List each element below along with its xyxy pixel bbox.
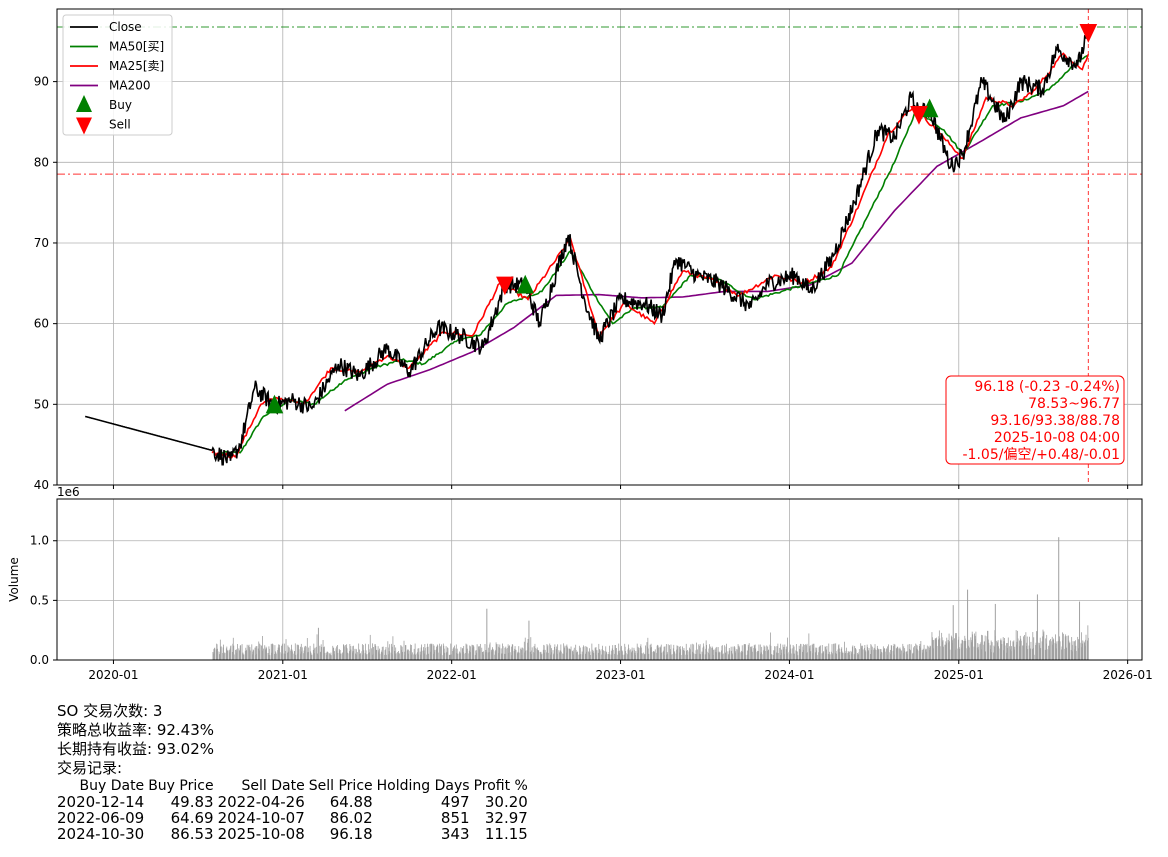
records-title: 交易记录:	[57, 759, 123, 777]
buy-marker	[516, 274, 535, 294]
cell-sell-date: 2025-10-08	[217, 825, 305, 843]
cell-buy-date: 2024-10-30	[57, 825, 145, 843]
info-line: 78.53~96.77	[1028, 396, 1120, 412]
trade-records-table: Buy Date Buy Price Sell Date Sell Price …	[57, 778, 532, 842]
price-ytick-label: 70	[34, 236, 49, 250]
volume-xtick-label: 2021-01	[258, 668, 308, 682]
cell-sell-price: 86.02	[329, 809, 373, 827]
cell-profit: 30.20	[484, 793, 528, 811]
legend-buy-icon	[76, 95, 92, 112]
volume-xtick-label: 2026-01	[1103, 668, 1153, 682]
cell-buy-date: 2020-12-14	[57, 793, 145, 811]
legend-label: Sell	[109, 118, 131, 132]
volume-xtick-label: 2025-01	[934, 668, 984, 682]
price-ytick-label: 90	[34, 75, 49, 89]
close-line	[84, 25, 1090, 466]
legend: Close MA50[买] MA25[卖] MA200 Buy Sell	[62, 14, 173, 136]
table-row: 2020-12-14 49.83 2022-04-26 64.88 497 30…	[57, 794, 532, 810]
legend-label: MA25[卖]	[109, 59, 164, 73]
legend-label: Buy	[109, 98, 132, 112]
cell-sell-price: 64.88	[329, 793, 373, 811]
volume-xtick-label: 2020-01	[88, 668, 138, 682]
legend-box	[62, 14, 173, 136]
legend-label: Close	[109, 20, 142, 34]
table-row: 2024-10-30 86.53 2025-10-08 96.18 343 11…	[57, 826, 532, 842]
info-line: 93.16/93.38/88.78	[990, 413, 1120, 429]
cell-buy-price: 49.83	[170, 793, 214, 811]
cell-profit: 32.97	[484, 809, 528, 827]
table-header-row: Buy Date Buy Price Sell Date Sell Price …	[57, 778, 532, 794]
volume-axes: 0.0 0.5 1.0 2020-01 2021-01 2022-01 2023-01 202…	[7, 485, 1153, 682]
price-ytick-label: 50	[34, 397, 49, 411]
total-return: 策略总收益率: 92.43%	[57, 721, 215, 739]
volume-ytick-label: 0.0	[30, 653, 49, 667]
volume-xtick-label: 2022-01	[427, 668, 477, 682]
header-sell-date: Sell Date	[241, 778, 305, 794]
legend-sell-icon	[76, 117, 92, 135]
strategy-stats: SO 交易次数: 3 策略总收益率: 92.43% 长期持有收益: 93.02%…	[57, 702, 657, 842]
sell-marker	[1079, 24, 1098, 43]
cell-sell-date: 2024-10-07	[217, 809, 305, 827]
legend-label: MA50[买]	[109, 40, 164, 54]
volume-ytick-label: 0.5	[30, 593, 49, 607]
header-profit: Profit %	[473, 778, 528, 794]
info-box-frame	[945, 375, 1125, 465]
info-line: -1.05/偏空/+0.48/-0.01	[963, 447, 1121, 463]
buy-marker	[920, 98, 939, 118]
price-axes: 40 50 60 70 80 90	[34, 8, 1143, 492]
price-grid	[57, 9, 1142, 486]
legend-label: MA200	[109, 79, 150, 93]
header-holding-days: Holding Days	[376, 778, 470, 794]
buy-marker	[265, 394, 284, 414]
volume-grid	[57, 499, 1142, 661]
header-buy-date: Buy Date	[79, 778, 145, 794]
cell-holding-days: 343	[440, 825, 470, 843]
volume-axes-frame	[56, 498, 1143, 661]
volume-xtick-label: 2023-01	[595, 668, 645, 682]
cell-sell-price: 96.18	[329, 825, 373, 843]
price-axes-frame	[56, 8, 1143, 486]
info-line: 2025-10-08 04:00	[994, 430, 1120, 446]
header-buy-price: Buy Price	[148, 778, 214, 794]
volume-bars	[212, 537, 1089, 660]
cell-buy-price: 86.53	[170, 825, 214, 843]
price-ytick-label: 60	[34, 317, 49, 331]
ma200-line	[344, 90, 1089, 412]
price-ytick-label: 40	[34, 478, 49, 492]
trade-count: SO 交易次数: 3	[57, 702, 163, 720]
volume-ytick-label: 1.0	[30, 534, 49, 548]
info-line: 96.18 (-0.23 -0.24%)	[974, 379, 1120, 395]
buy-hold-return: 长期持有收益: 93.02%	[57, 740, 215, 758]
cell-profit: 11.15	[484, 825, 528, 843]
info-box: 96.18 (-0.23 -0.24%)78.53~96.7793.16/93.…	[945, 375, 1125, 465]
price-volume-chart: 40 50 60 70 80 90 Close MA50[买] MA25[卖] MA200 Buy…	[7, 8, 1153, 682]
cell-buy-price: 64.69	[170, 809, 214, 827]
cell-holding-days: 497	[440, 793, 470, 811]
signal-markers	[265, 24, 1098, 414]
header-sell-price: Sell Price	[308, 778, 373, 794]
sell-marker	[910, 106, 928, 125]
cell-sell-date: 2022-04-26	[217, 793, 305, 811]
volume-ylabel: Volume	[7, 557, 21, 602]
volume-xtick-label: 2024-01	[764, 668, 814, 682]
cell-buy-date: 2022-06-09	[57, 809, 145, 827]
volume-offset-label: 1e6	[57, 485, 80, 499]
sell-marker	[496, 276, 514, 296]
price-ytick-label: 80	[34, 155, 49, 169]
table-row: 2022-06-09 64.69 2024-10-07 86.02 851 32…	[57, 810, 532, 826]
cell-holding-days: 851	[440, 809, 470, 827]
